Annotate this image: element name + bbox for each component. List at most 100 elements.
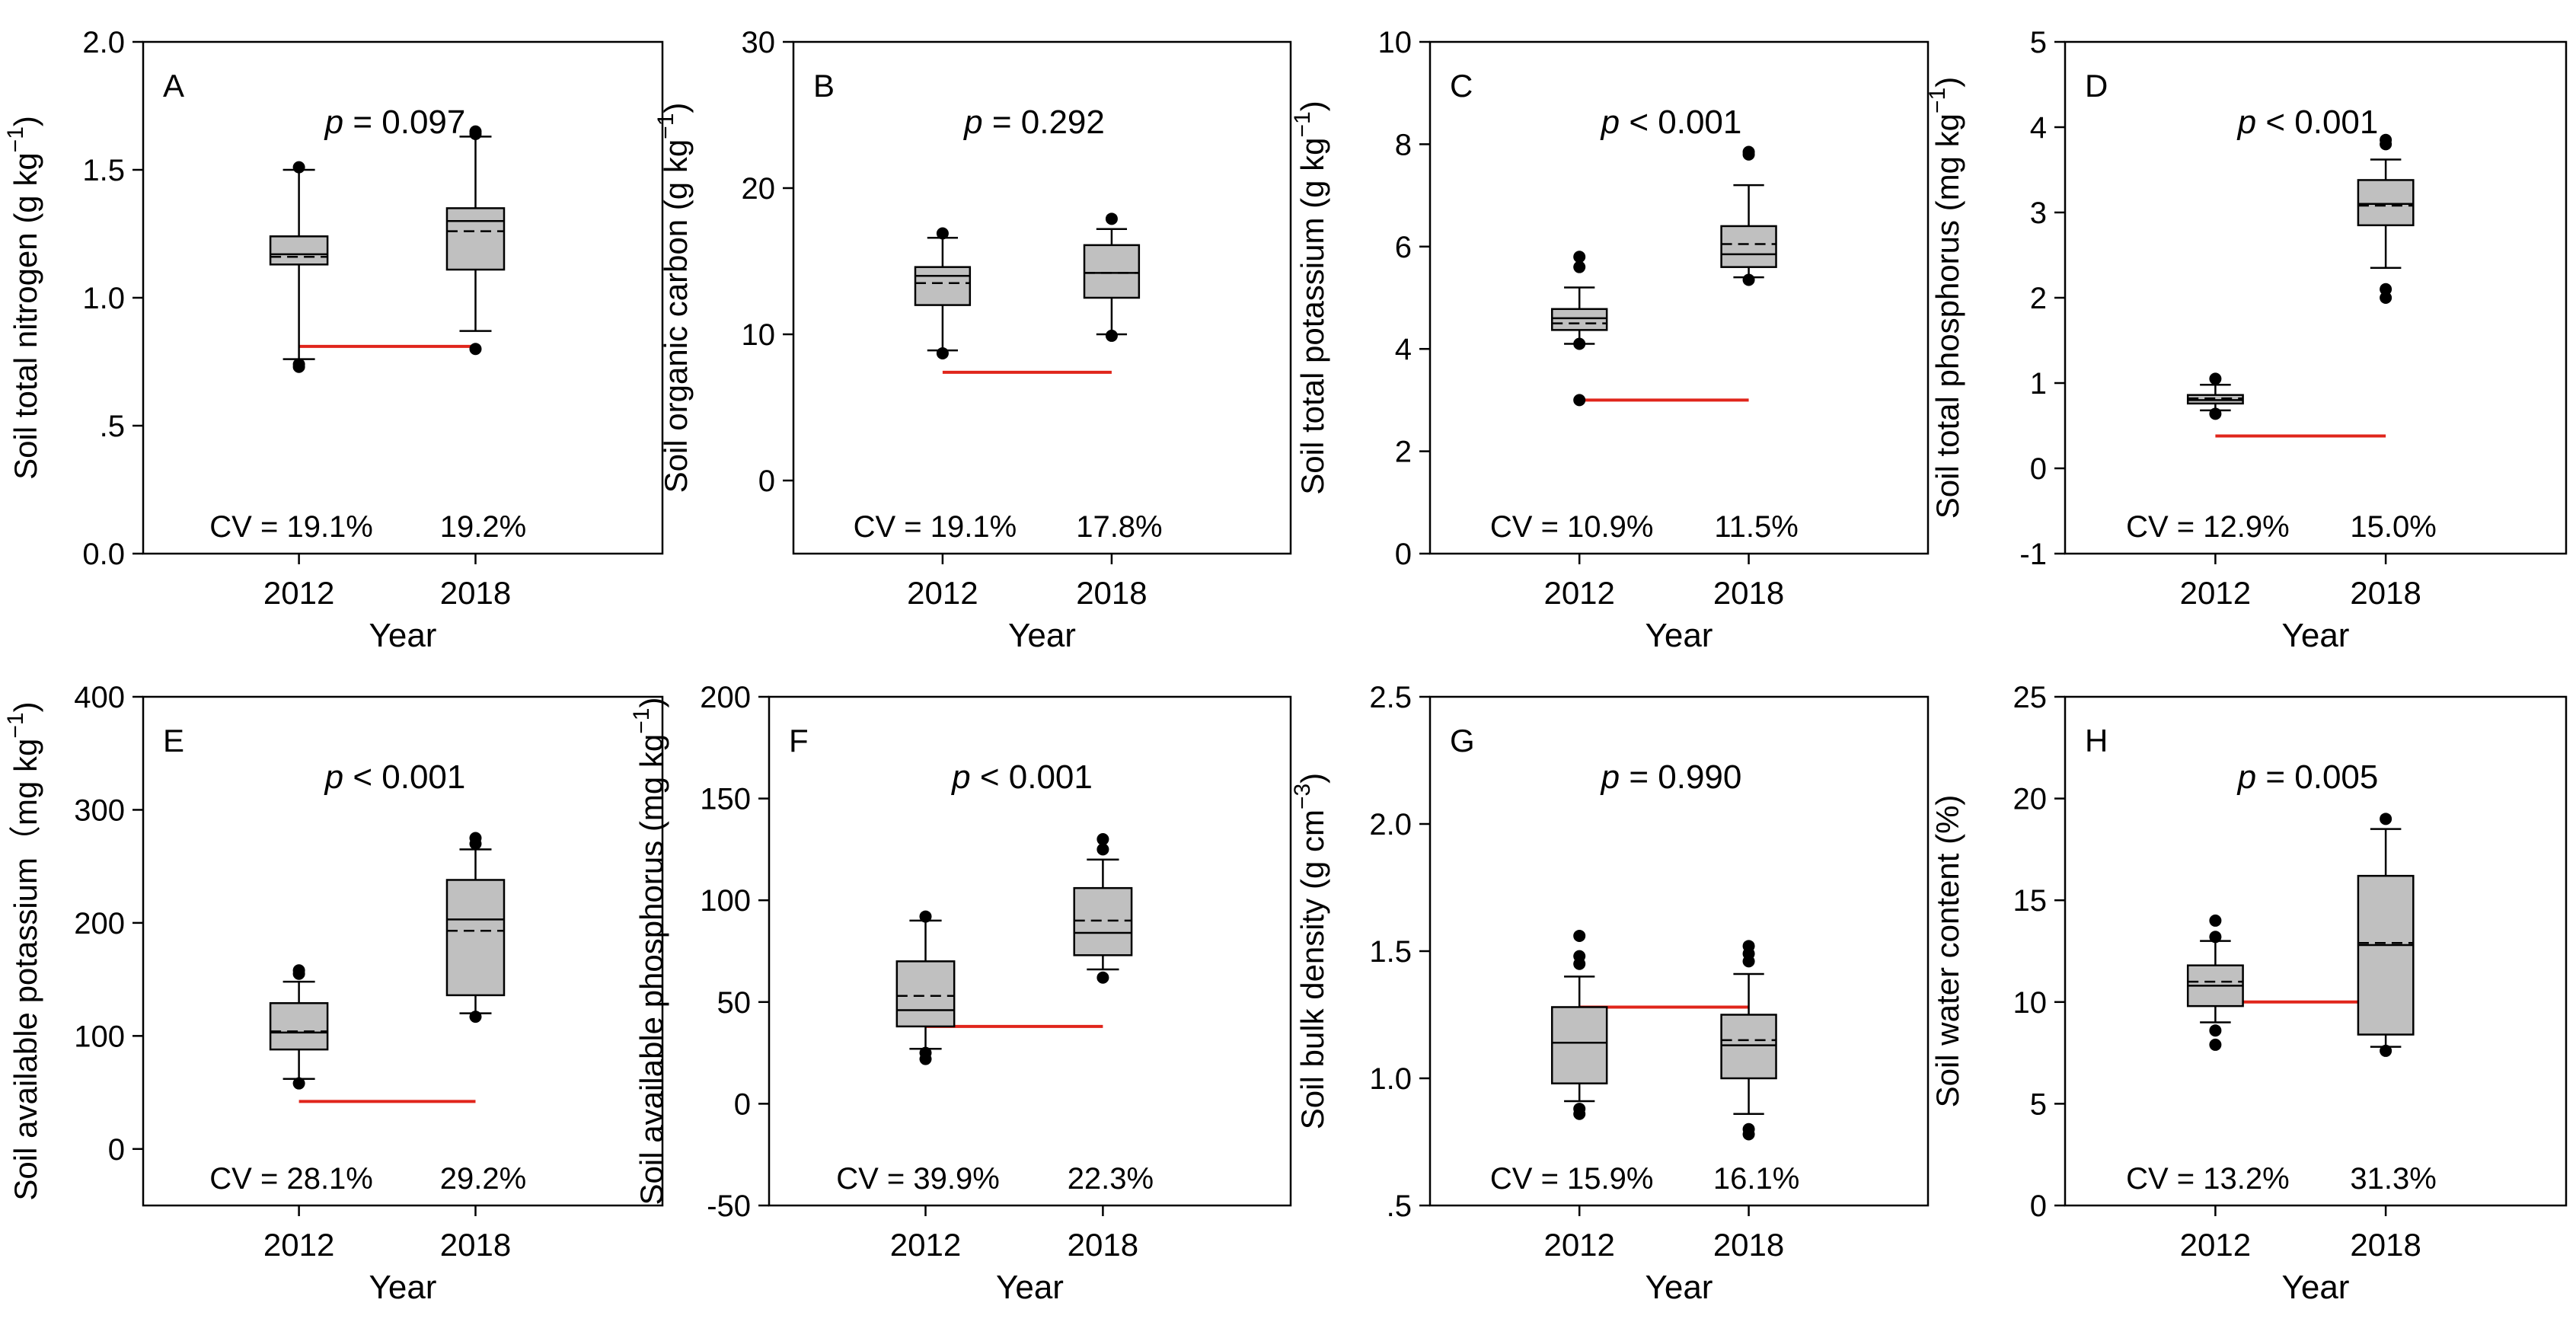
y-tick-label: 10 bbox=[1378, 26, 1412, 59]
y-tick-label: 0 bbox=[108, 1133, 125, 1167]
panel-label: G bbox=[1450, 723, 1475, 758]
outlier-point bbox=[292, 1077, 305, 1090]
cv-label: 11.5% bbox=[1714, 510, 1798, 544]
x-axis-title: Year bbox=[2282, 1269, 2350, 1306]
outlier-point bbox=[1573, 337, 1586, 350]
cv-label: CV = 13.2% bbox=[2126, 1162, 2290, 1196]
y-tick-label: 1 bbox=[2030, 367, 2047, 401]
panel-label: F bbox=[789, 723, 809, 758]
box-2018 bbox=[445, 125, 506, 356]
p-value: p < 0.001 bbox=[2236, 104, 2379, 141]
outlier-point bbox=[2209, 931, 2222, 944]
outlier-point bbox=[2380, 1044, 2392, 1057]
outlier-point bbox=[292, 964, 305, 977]
y-tick-label: 0 bbox=[1395, 538, 1412, 571]
x-axis-title: Year bbox=[1008, 617, 1076, 654]
y-tick-label: 150 bbox=[700, 783, 751, 816]
y-tick-label: 5 bbox=[2030, 1087, 2047, 1121]
outlier-point bbox=[469, 127, 482, 140]
plot-frame bbox=[1428, 40, 1930, 555]
y-axis-title: Soil water content (%) bbox=[1930, 795, 1965, 1108]
y-axis-title: Soil total nitrogen (g kg−1) bbox=[3, 116, 43, 480]
box-iqr bbox=[1083, 244, 1141, 299]
outlier-point bbox=[936, 346, 949, 359]
box-iqr bbox=[1550, 308, 1608, 331]
outlier-point bbox=[2209, 1038, 2222, 1051]
box-2018 bbox=[2357, 133, 2415, 304]
p-value: p = 0.005 bbox=[2236, 758, 2379, 796]
cv-label: CV = 19.1% bbox=[209, 510, 373, 544]
x-tick-label: 2012 bbox=[1543, 1227, 1614, 1263]
y-axis-title: Soil total potassium (g kg−1) bbox=[1290, 101, 1330, 494]
y-tick-label: 2 bbox=[2030, 282, 2047, 315]
box-iqr bbox=[1720, 225, 1777, 268]
plot-frame bbox=[2064, 695, 2568, 1207]
box-iqr bbox=[269, 1002, 329, 1051]
y-tick-label: 5 bbox=[2030, 26, 2047, 59]
x-tick-label: 2012 bbox=[890, 1227, 961, 1263]
y-tick-label: 0 bbox=[758, 465, 775, 498]
cv-label: CV = 12.9% bbox=[2126, 510, 2290, 544]
x-tick-label: 2018 bbox=[440, 575, 511, 611]
outlier-point bbox=[1573, 1103, 1586, 1116]
cv-label: CV = 28.1% bbox=[209, 1162, 373, 1196]
outlier-point bbox=[1096, 833, 1109, 846]
y-tick-label: 100 bbox=[74, 1020, 125, 1053]
y-axis-title: Soil total phosphorus (mg kg−1) bbox=[1925, 77, 1965, 519]
y-axis-title: Soil available potassium（mg kg−1) bbox=[3, 701, 43, 1200]
y-tick-label: .5 bbox=[1387, 1189, 1412, 1223]
y-tick-label: 300 bbox=[74, 794, 125, 827]
y-tick-label: 1.5 bbox=[82, 154, 125, 187]
outlier-point bbox=[1742, 273, 1755, 286]
y-tick-label: 0 bbox=[2030, 452, 2047, 486]
outlier-point bbox=[2380, 813, 2392, 825]
outlier-point bbox=[1573, 260, 1586, 273]
y-tick-label: 3 bbox=[2030, 196, 2047, 230]
box-iqr bbox=[1073, 886, 1133, 956]
box-2012 bbox=[895, 910, 956, 1065]
outlier-point bbox=[1742, 145, 1755, 158]
x-axis-title: Year bbox=[1646, 617, 1713, 654]
box-iqr bbox=[2357, 179, 2415, 227]
box-2012 bbox=[269, 964, 329, 1090]
y-tick-label: 20 bbox=[2013, 783, 2048, 816]
p-value: p = 0.097 bbox=[324, 104, 466, 141]
outlier-point bbox=[919, 910, 932, 923]
x-tick-label: 2018 bbox=[2350, 575, 2421, 611]
cv-label: CV = 19.1% bbox=[854, 510, 1017, 544]
x-axis-title: Year bbox=[996, 1269, 1064, 1306]
outlier-point bbox=[469, 837, 482, 850]
plot-frame bbox=[2064, 40, 2568, 555]
box-2018 bbox=[1720, 940, 1777, 1141]
x-tick-label: 2012 bbox=[1543, 575, 1614, 611]
y-tick-label: 0 bbox=[734, 1087, 751, 1121]
box-2018 bbox=[1720, 145, 1777, 286]
panel-label: B bbox=[813, 68, 835, 104]
y-tick-label: 10 bbox=[2013, 986, 2048, 1020]
cv-label: CV = 15.9% bbox=[1490, 1162, 1654, 1196]
box-2018 bbox=[1073, 833, 1133, 984]
plot-frame bbox=[792, 40, 1292, 555]
x-axis-title: Year bbox=[2282, 617, 2350, 654]
box-2018 bbox=[2357, 813, 2415, 1057]
y-tick-label: 1.5 bbox=[1369, 935, 1412, 969]
plot-frame bbox=[768, 695, 1292, 1207]
panel-label: D bbox=[2085, 68, 2108, 104]
y-tick-label: 2.0 bbox=[82, 26, 125, 59]
y-tick-label: 200 bbox=[74, 907, 125, 940]
y-tick-label: 1.0 bbox=[1369, 1062, 1412, 1096]
outlier-point bbox=[1573, 251, 1586, 263]
outlier-point bbox=[2209, 1024, 2222, 1037]
p-value: p < 0.001 bbox=[1600, 104, 1742, 141]
p-value: p < 0.001 bbox=[950, 758, 1093, 796]
outlier-point bbox=[1573, 929, 1586, 942]
x-tick-label: 2012 bbox=[2180, 1227, 2251, 1263]
outlier-point bbox=[936, 227, 949, 240]
box-iqr bbox=[2357, 874, 2415, 1036]
y-tick-label: .5 bbox=[100, 410, 125, 443]
y-tick-label: 0.0 bbox=[82, 538, 125, 571]
box-iqr bbox=[445, 207, 506, 271]
